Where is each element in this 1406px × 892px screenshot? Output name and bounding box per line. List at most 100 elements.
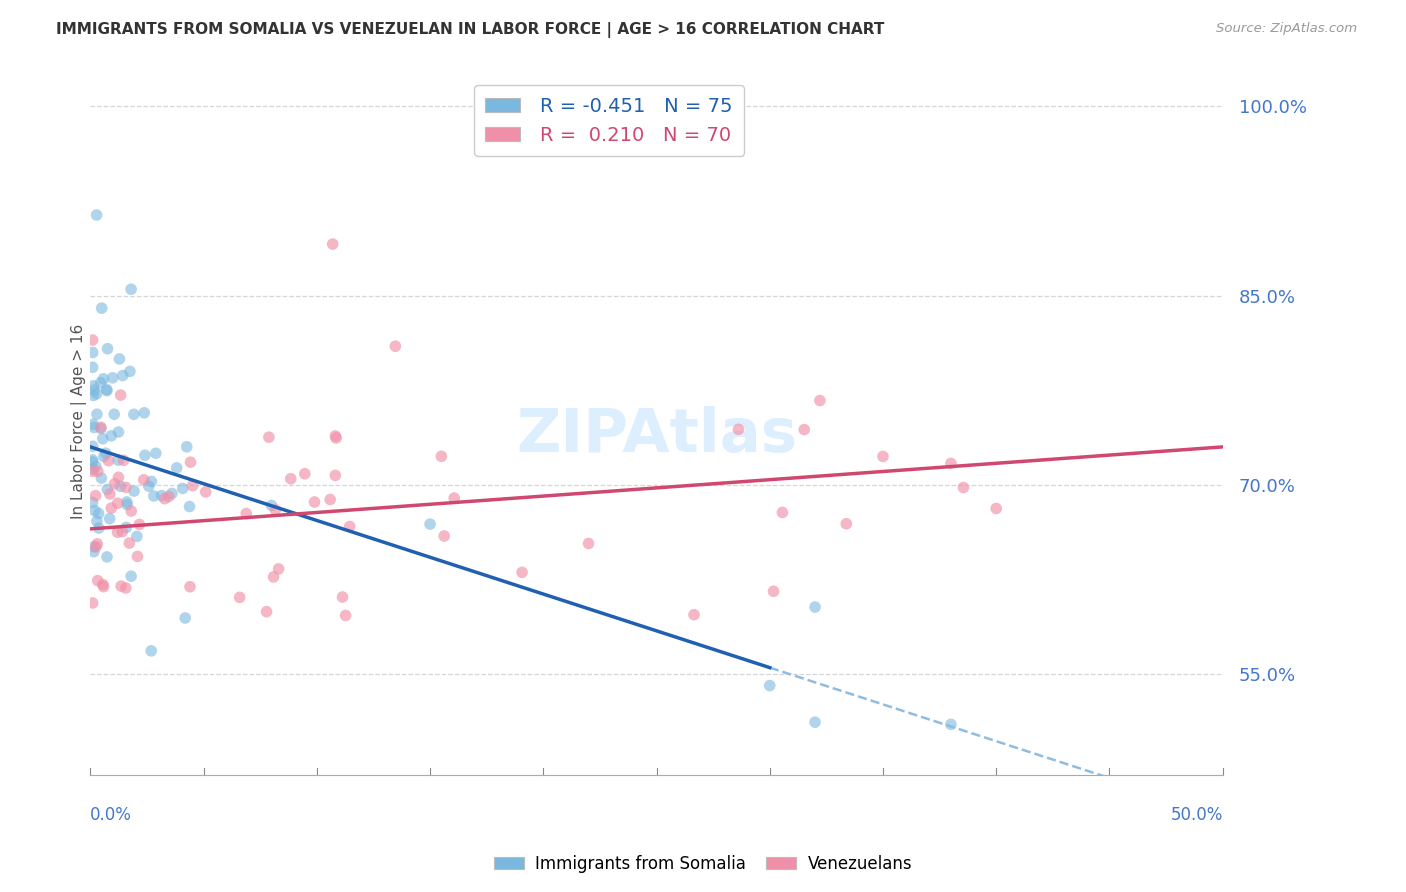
- Point: [96, 384, 118, 398]
- Point: [103, 407, 125, 421]
- Point: [107, 470, 129, 484]
- Point: [762, 584, 785, 599]
- Point: [100, 501, 122, 516]
- Point: [141, 644, 163, 658]
- Point: [91, 577, 114, 591]
- Point: [339, 519, 361, 533]
- Point: [835, 516, 858, 531]
- Point: [110, 579, 132, 593]
- Point: [322, 237, 344, 252]
- Point: [939, 457, 962, 471]
- Point: [82, 388, 104, 402]
- Point: [228, 591, 250, 605]
- Point: [758, 679, 780, 693]
- Point: [90, 420, 112, 434]
- Point: [134, 406, 156, 420]
- Point: [986, 501, 1008, 516]
- Point: [118, 536, 141, 550]
- Point: [683, 607, 706, 622]
- Point: [142, 489, 165, 503]
- Point: [114, 581, 136, 595]
- Point: [83, 420, 105, 434]
- Point: [160, 486, 183, 500]
- Point: [804, 600, 827, 615]
- Point: [110, 388, 132, 402]
- Point: [578, 536, 600, 550]
- Point: [108, 351, 131, 366]
- Point: [83, 540, 105, 554]
- Point: [294, 467, 316, 481]
- Point: [115, 495, 138, 509]
- Point: [98, 487, 121, 501]
- Point: [118, 364, 141, 378]
- Point: [150, 489, 173, 503]
- Point: [96, 483, 118, 497]
- Point: [319, 492, 342, 507]
- Text: ZIPAtlas: ZIPAtlas: [516, 406, 797, 466]
- Legend: Immigrants from Somalia, Venezuelans: Immigrants from Somalia, Venezuelans: [486, 848, 920, 880]
- Point: [304, 495, 326, 509]
- Text: 50.0%: 50.0%: [1170, 806, 1223, 824]
- Point: [83, 545, 105, 559]
- Point: [98, 511, 121, 525]
- Point: [325, 429, 347, 443]
- Point: [260, 499, 283, 513]
- Point: [179, 455, 201, 469]
- Point: [804, 715, 827, 730]
- Point: [107, 453, 129, 467]
- Point: [83, 383, 105, 397]
- Point: [112, 453, 135, 467]
- Point: [267, 562, 290, 576]
- Point: [96, 549, 118, 564]
- Point: [264, 503, 287, 517]
- Point: [335, 608, 357, 623]
- Point: [280, 472, 302, 486]
- Point: [82, 462, 104, 476]
- Point: [939, 717, 962, 731]
- Point: [82, 455, 104, 469]
- Point: [90, 376, 112, 390]
- Point: [82, 439, 104, 453]
- Point: [100, 429, 122, 443]
- Point: [82, 333, 104, 347]
- Point: [90, 421, 112, 435]
- Point: [430, 450, 453, 464]
- Point: [82, 464, 104, 478]
- Point: [419, 517, 441, 532]
- Point: [179, 500, 201, 514]
- Point: [86, 386, 108, 401]
- Point: [115, 520, 138, 534]
- Point: [97, 454, 120, 468]
- Point: [84, 459, 107, 474]
- Point: [84, 489, 107, 503]
- Point: [86, 537, 108, 551]
- Point: [84, 540, 107, 554]
- Point: [86, 208, 108, 222]
- Point: [122, 407, 145, 421]
- Point: [125, 529, 148, 543]
- Point: [332, 590, 354, 604]
- Legend: R = -0.451   N = 75, R =  0.210   N = 70: R = -0.451 N = 75, R = 0.210 N = 70: [474, 86, 744, 156]
- Point: [174, 611, 197, 625]
- Point: [93, 450, 115, 464]
- Point: [727, 422, 749, 436]
- Point: [94, 446, 117, 460]
- Point: [120, 569, 142, 583]
- Point: [157, 490, 180, 504]
- Point: [107, 425, 129, 439]
- Point: [443, 491, 465, 505]
- Point: [132, 473, 155, 487]
- Point: [90, 301, 112, 315]
- Point: [793, 423, 815, 437]
- Point: [82, 379, 104, 393]
- Point: [176, 440, 198, 454]
- Point: [325, 431, 347, 445]
- Point: [87, 521, 110, 535]
- Point: [384, 339, 406, 353]
- Point: [323, 468, 346, 483]
- Point: [93, 580, 115, 594]
- Point: [263, 570, 285, 584]
- Point: [134, 448, 156, 462]
- Point: [93, 372, 115, 386]
- Point: [235, 507, 257, 521]
